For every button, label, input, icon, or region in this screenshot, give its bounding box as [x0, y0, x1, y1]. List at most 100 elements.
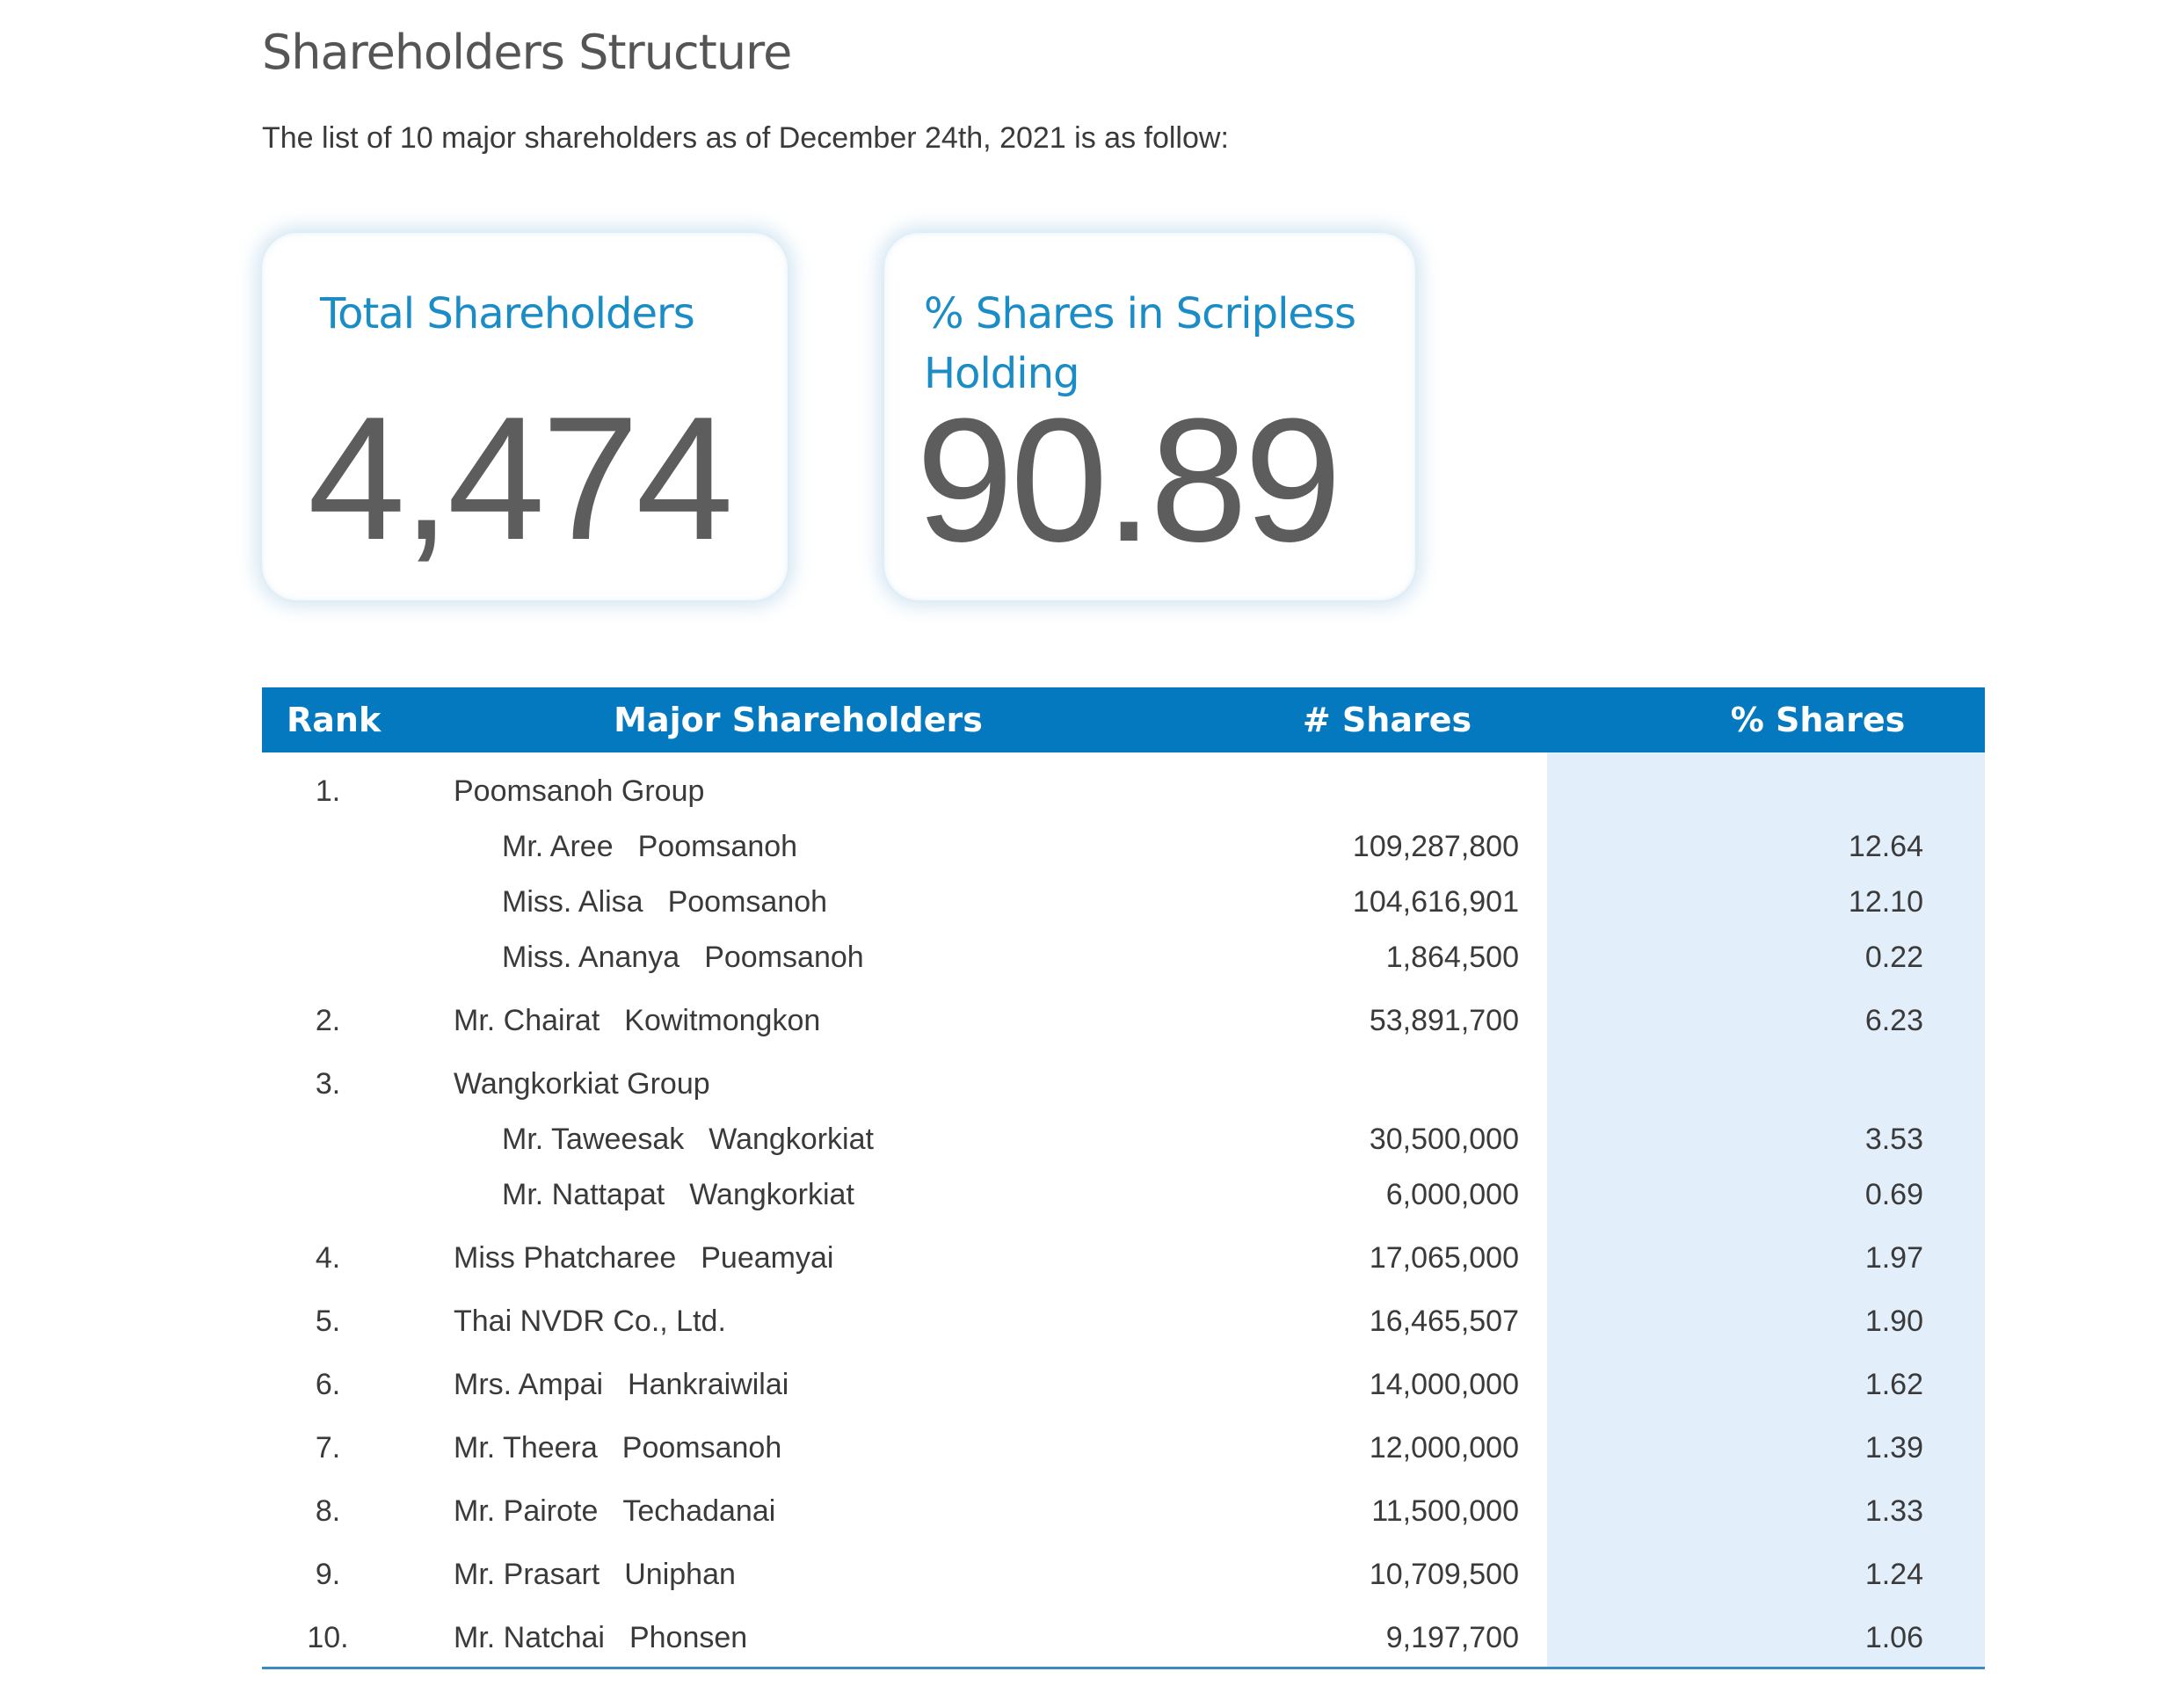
name-cell: Poomsanoh Group: [454, 769, 704, 813]
shares-cell: 30,500,000: [1369, 1123, 1519, 1156]
scripless-holding-card: % Shares in Scripless Holding 90.89: [884, 233, 1415, 600]
table-row: 3. Wangkorkiat Group: [262, 1062, 1985, 1106]
shares-cell: 11,500,000: [1371, 1494, 1519, 1528]
name-cell: Mr. Chairat Kowitmongkon: [454, 999, 820, 1043]
name-last: Techadanai: [622, 1494, 776, 1528]
name-cell: Mr. Natchai Phonsen: [454, 1616, 747, 1660]
card-value: 90.89: [916, 382, 1341, 578]
name-first: Mr. Natchai: [454, 1621, 605, 1654]
name-last: Poomsanoh: [637, 830, 798, 863]
table-row: Mr. Nattapat Wangkorkiat 6,000,000 0.69: [262, 1173, 1985, 1217]
table-row: 1. Poomsanoh Group: [262, 769, 1985, 813]
rank-cell: 9.: [315, 1558, 341, 1591]
name-last: Poomsanoh: [704, 941, 864, 974]
table-row: 10. Mr. Natchai Phonsen 9,197,700 1.06: [262, 1616, 1985, 1660]
name-last: Pueamyai: [701, 1241, 834, 1275]
shares-cell: 104,616,901: [1352, 885, 1519, 919]
rank-cell: 2.: [315, 1004, 341, 1037]
shares-cell: 1,864,500: [1385, 941, 1519, 974]
name-cell: Miss Phatcharee Pueamyai: [454, 1236, 833, 1280]
table-row: 5. Thai NVDR Co., Ltd. 16,465,507 1.90: [262, 1299, 1985, 1343]
total-shareholders-card: Total Shareholders 4,474: [262, 233, 788, 600]
name-cell: Mr. Pairote Techadanai: [454, 1489, 775, 1533]
name-first: Mr. Chairat: [454, 1004, 600, 1037]
name-cell: Thai NVDR Co., Ltd.: [454, 1299, 726, 1343]
pct-cell: 1.39: [1864, 1431, 1923, 1465]
rank-cell: 8.: [315, 1494, 341, 1528]
pct-cell: 1.97: [1864, 1241, 1923, 1275]
rank-cell: 6.: [315, 1368, 341, 1401]
shares-cell: 10,709,500: [1369, 1558, 1519, 1591]
name-first: Mrs. Ampai: [454, 1368, 604, 1401]
card-label: Total Shareholders: [320, 289, 695, 338]
pct-cell: 12.10: [1848, 885, 1923, 919]
table-row: 6. Mrs. Ampai Hankraiwilai 14,000,000 1.6…: [262, 1363, 1985, 1406]
shares-cell: 9,197,700: [1385, 1621, 1519, 1654]
name-first: Mr. Prasart: [454, 1558, 600, 1591]
name-cell: Mr. Taweesak Wangkorkiat: [502, 1117, 874, 1161]
pct-cell: 1.24: [1864, 1558, 1923, 1591]
shares-cell: 12,000,000: [1369, 1431, 1519, 1465]
name-first: Miss. Ananya: [502, 941, 680, 974]
name-cell: Miss. Alisa Poomsanoh: [502, 880, 827, 924]
pct-cell: 6.23: [1864, 1004, 1923, 1037]
rank-cell: 3.: [315, 1067, 341, 1101]
page-title: Shareholders Structure: [262, 25, 792, 80]
table-header: Rank Major Shareholders # Shares % Share…: [262, 687, 1985, 752]
name-first: Wangkorkiat Group: [454, 1067, 710, 1101]
rank-cell: 4.: [315, 1241, 341, 1275]
header-rank: Rank: [287, 701, 382, 739]
name-last: Wangkorkiat: [708, 1123, 874, 1156]
table-row: 2. Mr. Chairat Kowitmongkon 53,891,700 6.…: [262, 999, 1985, 1043]
name-first: Mr. Nattapat: [502, 1178, 665, 1211]
intro-text: The list of 10 major shareholders as of …: [262, 121, 1229, 155]
pct-cell: 1.06: [1864, 1621, 1923, 1654]
table-row: 8. Mr. Pairote Techadanai 11,500,000 1.33: [262, 1489, 1985, 1533]
name-last: Poomsanoh: [621, 1431, 782, 1465]
name-first: Miss Phatcharee: [454, 1241, 677, 1275]
table-row: Mr. Taweesak Wangkorkiat 30,500,000 3.53: [262, 1117, 1985, 1161]
name-cell: Mr. Nattapat Wangkorkiat: [502, 1173, 854, 1217]
name-first: Mr. Theera: [454, 1431, 598, 1465]
table-row: Miss. Ananya Poomsanoh 1,864,500 0.22: [262, 935, 1985, 979]
pct-cell: 1.90: [1864, 1305, 1923, 1338]
header-major-shareholders: Major Shareholders: [614, 701, 983, 739]
shares-cell: 14,000,000: [1369, 1368, 1519, 1401]
name-first: Mr. Pairote: [454, 1494, 599, 1528]
name-cell: Wangkorkiat Group: [454, 1062, 710, 1106]
name-cell: Mrs. Ampai Hankraiwilai: [454, 1363, 788, 1406]
header-shares: # Shares: [1302, 701, 1472, 739]
name-first: Thai NVDR Co., Ltd.: [454, 1305, 726, 1338]
name-first: Mr. Taweesak: [502, 1123, 685, 1156]
name-last: Uniphan: [624, 1558, 736, 1591]
name-cell: Mr. Theera Poomsanoh: [454, 1426, 781, 1470]
header-pct-shares: % Shares: [1730, 701, 1906, 739]
table-row: Miss. Alisa Poomsanoh 104,616,901 12.10: [262, 880, 1985, 924]
rank-cell: 10.: [307, 1621, 349, 1654]
table-row: Mr. Aree Poomsanoh 109,287,800 12.64: [262, 825, 1985, 869]
name-cell: Miss. Ananya Poomsanoh: [502, 935, 864, 979]
rank-cell: 7.: [315, 1431, 341, 1465]
name-last: Kowitmongkon: [624, 1004, 821, 1037]
name-cell: Mr. Prasart Uniphan: [454, 1552, 736, 1596]
table-row: 9. Mr. Prasart Uniphan 10,709,500 1.24: [262, 1552, 1985, 1596]
card-label: % Shares in Scripless Holding: [924, 289, 1356, 398]
pct-cell: 12.64: [1848, 830, 1923, 863]
shares-cell: 6,000,000: [1385, 1178, 1519, 1211]
shares-cell: 53,891,700: [1369, 1004, 1519, 1037]
pct-cell: 0.22: [1864, 941, 1923, 974]
name-last: Wangkorkiat: [689, 1178, 854, 1211]
name-first: Poomsanoh Group: [454, 774, 705, 808]
pct-cell: 0.69: [1864, 1178, 1923, 1211]
rank-cell: 5.: [315, 1305, 341, 1338]
name-last: Phonsen: [629, 1621, 748, 1654]
table-bottom-rule: [262, 1667, 1985, 1669]
table-row: 7. Mr. Theera Poomsanoh 12,000,000 1.39: [262, 1426, 1985, 1470]
card-value: 4,474: [308, 381, 733, 577]
rank-cell: 1.: [315, 774, 341, 808]
shares-cell: 17,065,000: [1369, 1241, 1519, 1275]
name-cell: Mr. Aree Poomsanoh: [502, 825, 797, 869]
name-first: Mr. Aree: [502, 830, 614, 863]
pct-cell: 3.53: [1864, 1123, 1923, 1156]
shares-cell: 16,465,507: [1369, 1305, 1519, 1338]
